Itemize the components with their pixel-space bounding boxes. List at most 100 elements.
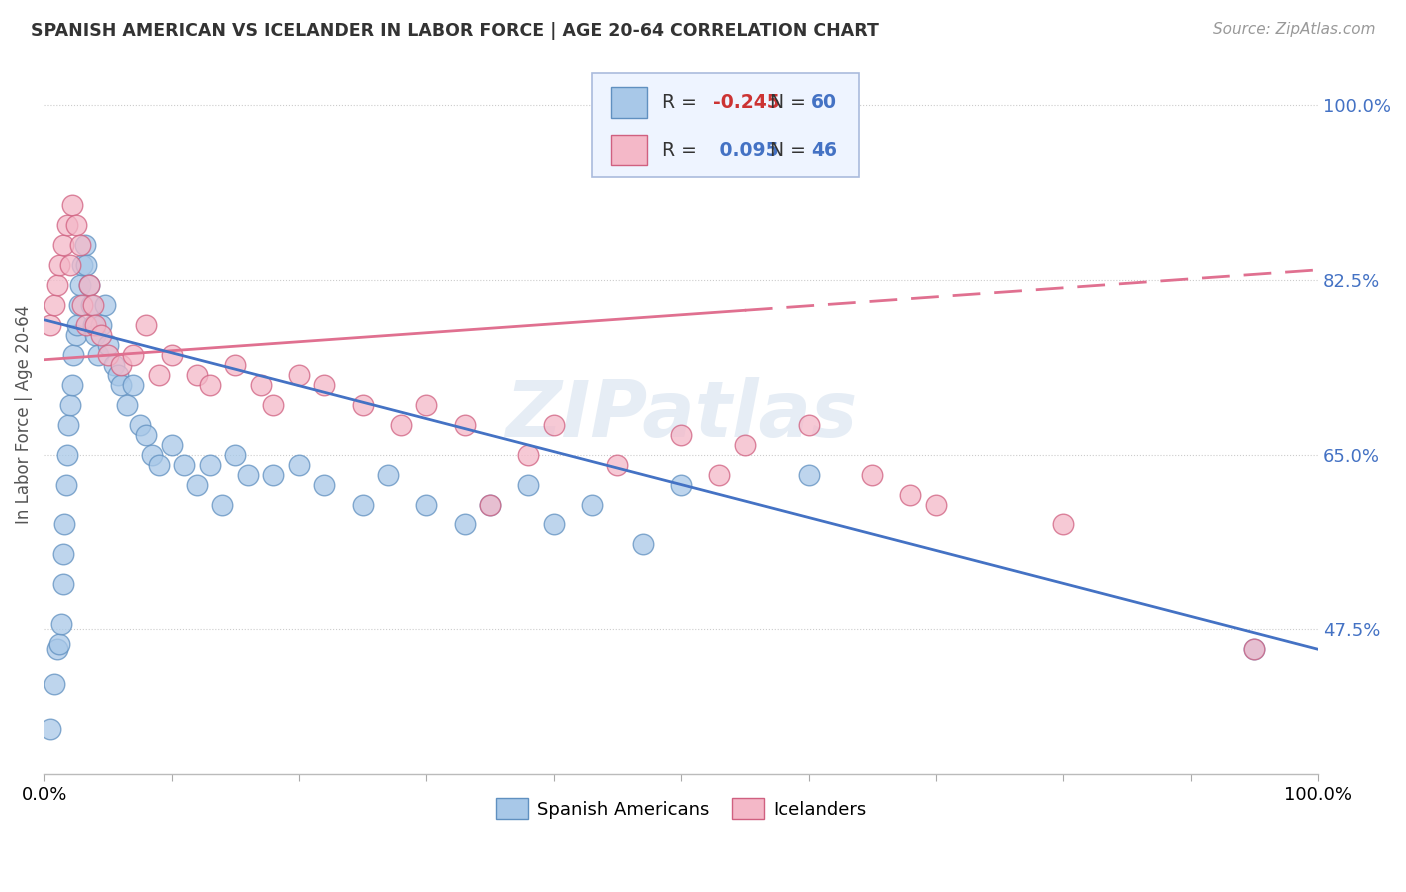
Text: Source: ZipAtlas.com: Source: ZipAtlas.com bbox=[1212, 22, 1375, 37]
FancyBboxPatch shape bbox=[612, 87, 647, 118]
Text: ZIPatlas: ZIPatlas bbox=[505, 376, 858, 452]
Point bbox=[44, 298, 66, 312]
Point bbox=[453, 517, 475, 532]
Point bbox=[48, 258, 70, 272]
Point bbox=[82, 318, 104, 332]
Point bbox=[48, 637, 70, 651]
Point bbox=[198, 458, 221, 472]
Point bbox=[709, 467, 731, 482]
Point bbox=[479, 498, 502, 512]
Point bbox=[77, 277, 100, 292]
Y-axis label: In Labor Force | Age 20-64: In Labor Force | Age 20-64 bbox=[15, 305, 32, 524]
Point bbox=[110, 358, 132, 372]
Text: R =: R = bbox=[662, 93, 703, 112]
Point bbox=[72, 298, 94, 312]
Point bbox=[160, 437, 183, 451]
Point bbox=[314, 477, 336, 491]
Point bbox=[94, 298, 117, 312]
Point bbox=[77, 277, 100, 292]
Point bbox=[56, 448, 79, 462]
Text: N =: N = bbox=[758, 141, 811, 160]
Point bbox=[1243, 642, 1265, 657]
FancyBboxPatch shape bbox=[592, 73, 859, 178]
Point bbox=[122, 348, 145, 362]
Point bbox=[288, 458, 311, 472]
Point bbox=[69, 277, 91, 292]
Point bbox=[90, 318, 112, 332]
Point bbox=[925, 498, 948, 512]
Point bbox=[377, 467, 399, 482]
Point bbox=[65, 327, 87, 342]
Point bbox=[58, 398, 80, 412]
Text: -0.245: -0.245 bbox=[713, 93, 780, 112]
Point bbox=[110, 377, 132, 392]
Point bbox=[66, 318, 89, 332]
Point bbox=[288, 368, 311, 382]
Point bbox=[543, 417, 565, 432]
Point bbox=[135, 318, 157, 332]
Point bbox=[128, 417, 150, 432]
Point bbox=[1052, 517, 1074, 532]
Text: N =: N = bbox=[758, 93, 811, 112]
Point bbox=[1243, 642, 1265, 657]
Point bbox=[58, 258, 80, 272]
Point bbox=[186, 368, 208, 382]
Text: 60: 60 bbox=[811, 93, 837, 112]
Point bbox=[517, 448, 540, 462]
Point bbox=[606, 458, 628, 472]
Point bbox=[49, 617, 72, 632]
Point bbox=[73, 238, 96, 252]
Point bbox=[198, 377, 221, 392]
Point bbox=[60, 198, 83, 212]
Point bbox=[314, 377, 336, 392]
Point bbox=[186, 477, 208, 491]
Point bbox=[262, 467, 284, 482]
Point bbox=[173, 458, 195, 472]
Point bbox=[80, 298, 103, 312]
Point bbox=[115, 398, 138, 412]
Point bbox=[72, 258, 94, 272]
Point bbox=[669, 427, 692, 442]
Point bbox=[97, 348, 120, 362]
Point bbox=[352, 398, 374, 412]
Point bbox=[543, 517, 565, 532]
Point bbox=[107, 368, 129, 382]
Point bbox=[352, 498, 374, 512]
Point bbox=[58, 417, 80, 432]
Point bbox=[224, 448, 246, 462]
Point bbox=[262, 398, 284, 412]
Point bbox=[141, 448, 163, 462]
Point bbox=[62, 348, 84, 362]
Point bbox=[90, 327, 112, 342]
Point bbox=[86, 348, 108, 362]
Point bbox=[517, 477, 540, 491]
Point bbox=[479, 498, 502, 512]
Legend: Spanish Americans, Icelanders: Spanish Americans, Icelanders bbox=[489, 791, 873, 826]
Point bbox=[84, 327, 107, 342]
Point bbox=[103, 358, 125, 372]
Point bbox=[69, 238, 91, 252]
Point bbox=[60, 377, 83, 392]
Point bbox=[97, 337, 120, 351]
Text: R =: R = bbox=[662, 141, 703, 160]
Point bbox=[453, 417, 475, 432]
Point bbox=[224, 358, 246, 372]
Point bbox=[669, 477, 692, 491]
Point bbox=[900, 487, 922, 501]
Point bbox=[39, 318, 62, 332]
Point bbox=[415, 498, 437, 512]
Point bbox=[45, 277, 67, 292]
Point bbox=[75, 258, 97, 272]
Point bbox=[53, 517, 76, 532]
Point bbox=[236, 467, 259, 482]
Point bbox=[84, 318, 107, 332]
Text: 46: 46 bbox=[811, 141, 837, 160]
Point bbox=[122, 377, 145, 392]
Point bbox=[75, 318, 97, 332]
Point bbox=[160, 348, 183, 362]
Point bbox=[135, 427, 157, 442]
Point bbox=[52, 548, 75, 562]
Point bbox=[148, 458, 170, 472]
Point bbox=[67, 298, 90, 312]
FancyBboxPatch shape bbox=[612, 135, 647, 165]
